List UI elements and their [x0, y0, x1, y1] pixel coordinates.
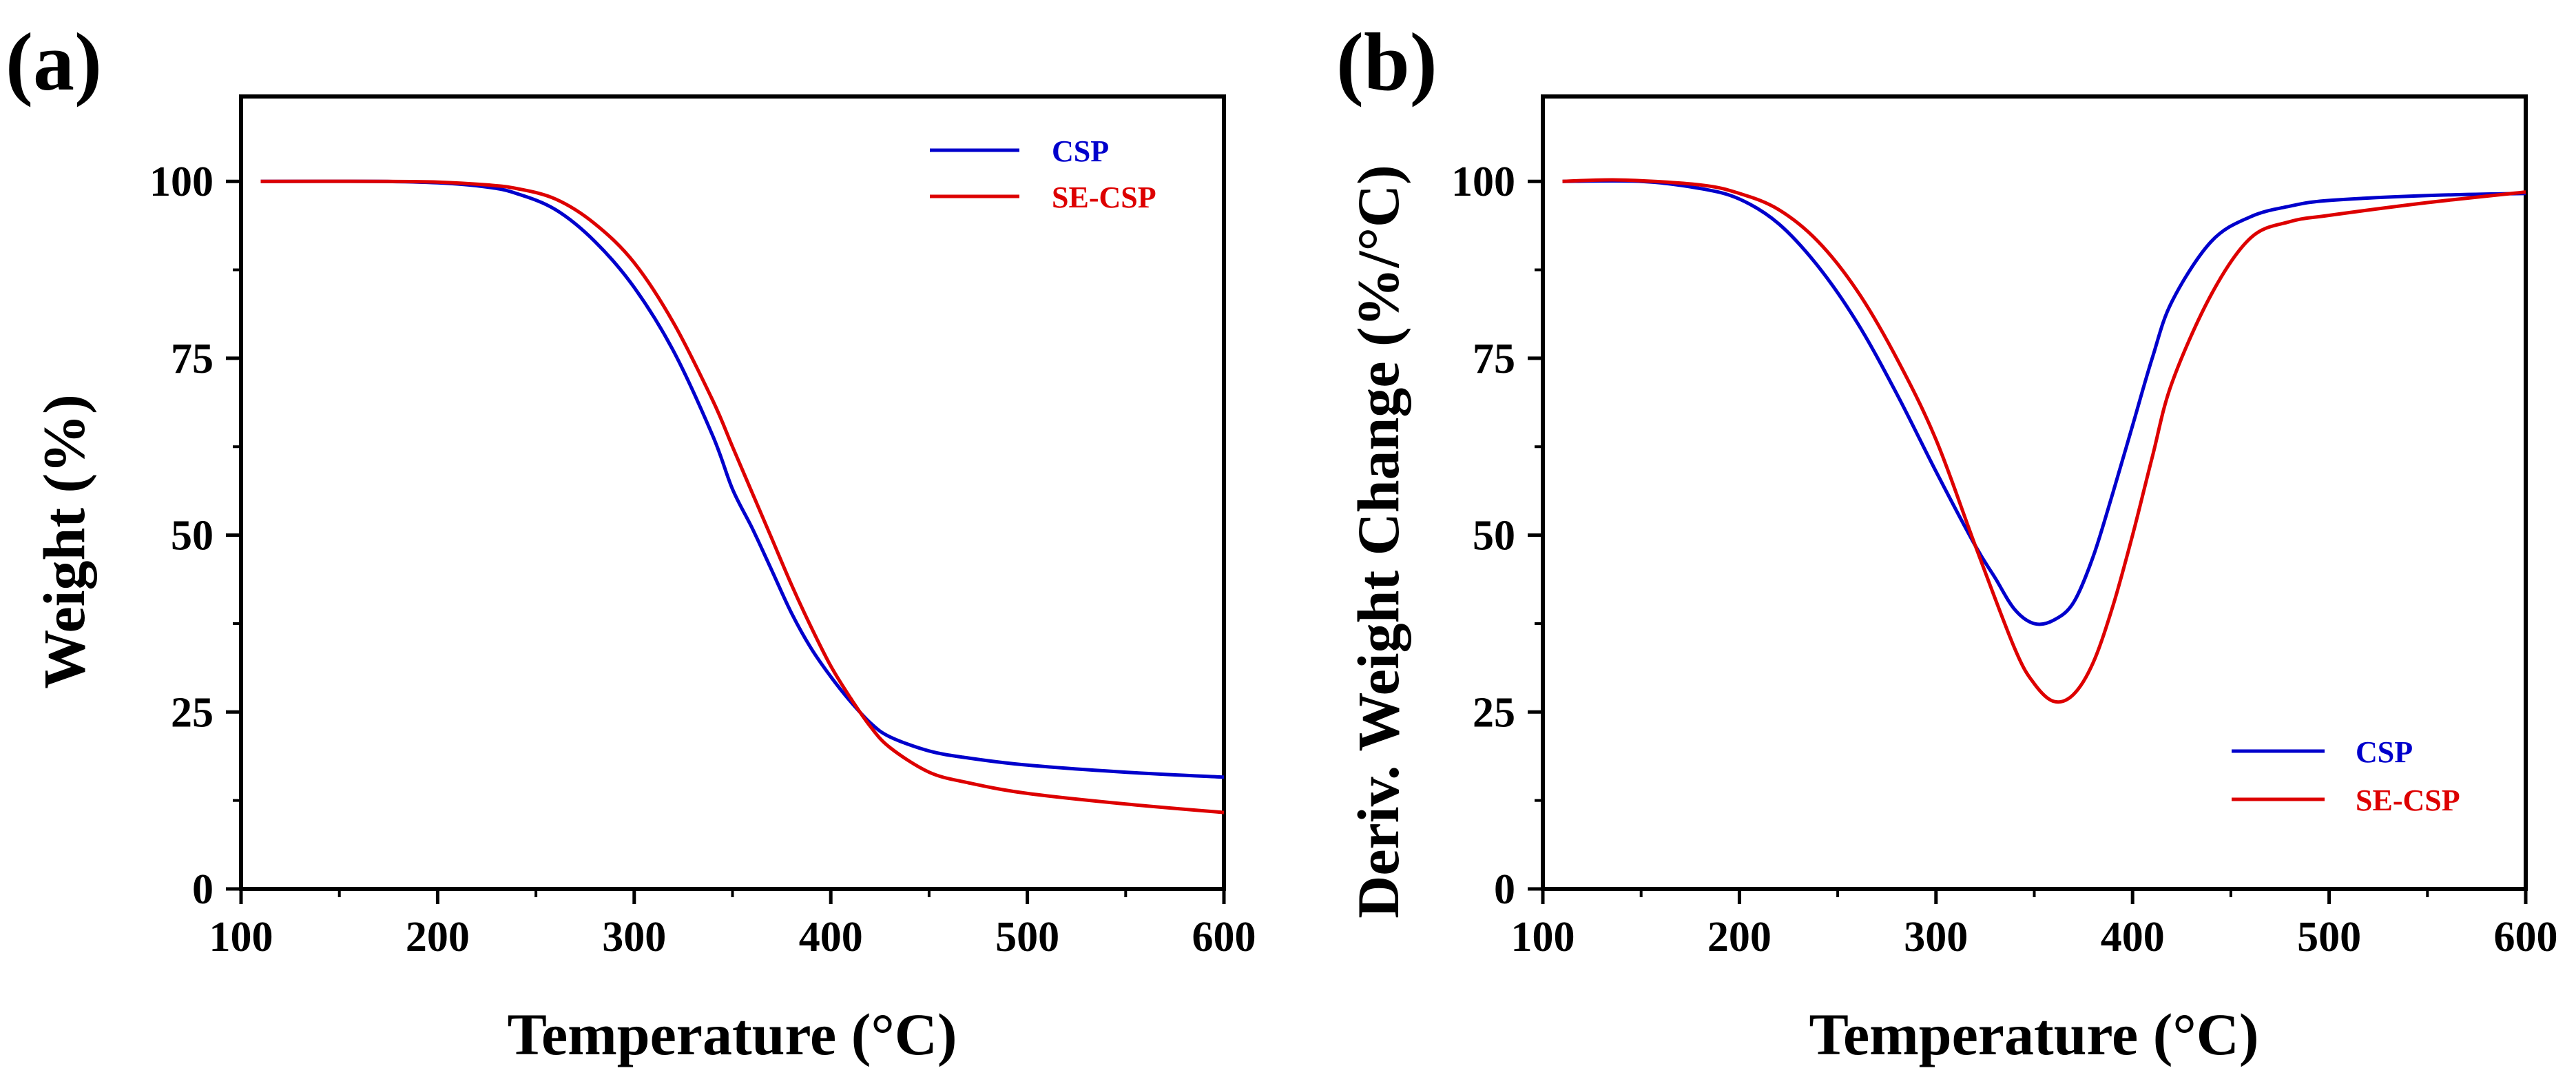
- y-tick-label: 75: [1473, 336, 1515, 382]
- x-tick-label: 200: [406, 914, 470, 961]
- y-tick-label: 75: [171, 336, 214, 382]
- x-tick-label: 600: [1192, 914, 1256, 961]
- series-line-se-csp: [260, 179, 1225, 814]
- panel-a-x-axis-title: Temperature (°C): [508, 1001, 957, 1067]
- y-tick-label: 100: [1451, 158, 1515, 205]
- x-tick-label: 500: [995, 914, 1059, 961]
- x-tick-label: 200: [1707, 914, 1772, 961]
- panel-a-y-axis-title: Weight (%): [31, 394, 97, 689]
- x-tick-label: 300: [1904, 914, 1968, 961]
- y-tick-label: 100: [149, 158, 214, 205]
- panel-b-y-axis-title: Deriv. Weight Change (%/°C): [1345, 165, 1411, 918]
- x-tick-label: 400: [799, 914, 863, 961]
- y-tick-label: 50: [1473, 513, 1515, 560]
- series-line-csp: [260, 179, 1225, 779]
- y-tick-label: 50: [171, 513, 214, 560]
- panel-b-tick-labels: 100 200 300 400 500 600 0 25 50 75 100: [1451, 158, 2558, 961]
- legend-label-se-csp: SE-CSP: [2356, 783, 2460, 817]
- series-line-csp: [1562, 178, 2526, 626]
- legend-label-csp: CSP: [1052, 134, 1109, 168]
- x-tick-label: 300: [602, 914, 666, 961]
- panel-a-series: [260, 179, 1225, 814]
- panel-a-legend: CSP SE-CSP: [930, 134, 1156, 214]
- panel-b-frame: [1541, 94, 2528, 891]
- x-tick-label: 400: [2101, 914, 2165, 961]
- legend-label-se-csp: SE-CSP: [1052, 181, 1156, 214]
- panel-b-axis-ticks: [1528, 179, 2528, 904]
- panel-a-tick-labels: 100 200 300 400 500 600 0 25 50 75 100: [149, 158, 1256, 961]
- panel-b: (b) 100 200 300 400 500 600 0 25 50 75 100 Tempera…: [1336, 16, 2558, 1067]
- series-line-se-csp: [1562, 178, 2526, 704]
- y-tick-label: 25: [1473, 689, 1515, 736]
- panel-b-series: [1562, 178, 2526, 704]
- legend-label-csp: CSP: [2356, 735, 2413, 769]
- panel-b-label: (b): [1336, 16, 1437, 107]
- panel-a: (a) 100 200 300 400 500 600 0 25 50 75 100 Tempera…: [6, 16, 1256, 1067]
- panel-b-x-axis-title: Temperature (°C): [1809, 1001, 2259, 1067]
- panel-b-legend: CSP SE-CSP: [2232, 735, 2460, 817]
- panel-a-axis-ticks: [226, 179, 1226, 904]
- panel-a-label: (a): [6, 16, 102, 107]
- y-tick-label: 0: [192, 866, 214, 913]
- x-tick-label: 500: [2297, 914, 2361, 961]
- x-tick-label: 100: [1511, 914, 1575, 961]
- y-tick-label: 25: [171, 689, 214, 736]
- x-tick-label: 100: [209, 914, 273, 961]
- y-tick-label: 0: [1494, 866, 1515, 913]
- x-tick-label: 600: [2494, 914, 2558, 961]
